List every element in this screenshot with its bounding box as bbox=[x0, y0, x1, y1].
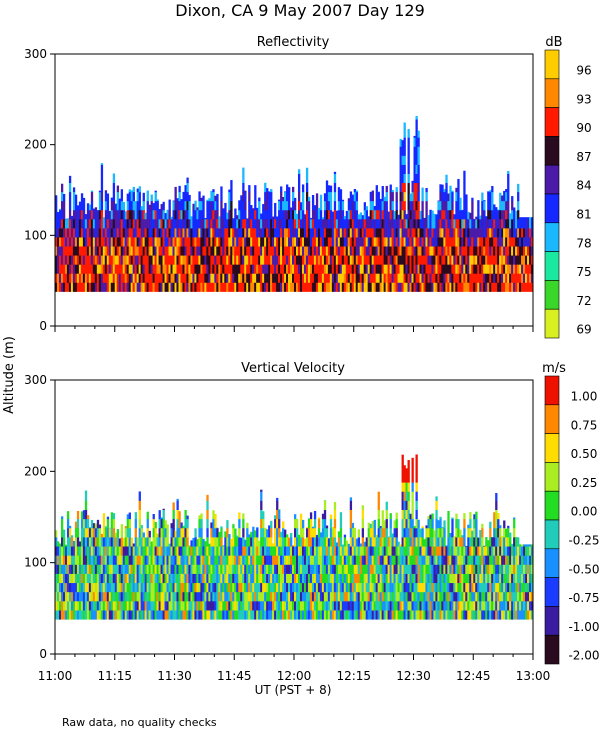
footnote: Raw data, no quality checks bbox=[62, 716, 217, 729]
x-tick-label: 13:00 bbox=[516, 669, 551, 683]
colorbar-label: 0.50 bbox=[571, 447, 598, 461]
x-tick-label: 12:45 bbox=[456, 669, 491, 683]
colorbar-label: 96 bbox=[576, 63, 591, 77]
colorbar-swatch bbox=[544, 519, 560, 550]
panel-title: Reflectivity bbox=[257, 35, 330, 50]
colorbar-label: 0.75 bbox=[571, 418, 598, 432]
x-axis-label: UT (PST + 8) bbox=[255, 683, 332, 697]
panel-vertical-velocity: Vertical Velocity 300 200 100 0 11:00 11:15 11:… bbox=[24, 361, 599, 697]
colorbar-label: -0.25 bbox=[568, 533, 599, 547]
panel-reflectivity: Reflectivity 300 200 100 0 dB 96 93 90 87 84 81 78 75… bbox=[24, 35, 592, 339]
colorbar-swatch bbox=[544, 136, 560, 166]
colorbar-label: -0.75 bbox=[568, 591, 599, 605]
colorbar-swatch bbox=[544, 548, 560, 578]
colorbar-unit: dB bbox=[545, 35, 562, 50]
colorbar-swatch bbox=[544, 107, 560, 137]
panel-title: Vertical Velocity bbox=[241, 361, 345, 376]
colorbar-swatch bbox=[544, 634, 560, 665]
colorbar-swatch bbox=[544, 490, 560, 521]
y-tick-label: 100 bbox=[24, 228, 47, 242]
x-tick-label: 12:30 bbox=[396, 669, 431, 683]
x-tick-label: 12:00 bbox=[277, 669, 312, 683]
colorbar-swatch bbox=[544, 577, 560, 607]
colorbar-swatch bbox=[544, 606, 560, 636]
colorbar-label: 1.00 bbox=[571, 389, 598, 403]
x-tick-label: 12:15 bbox=[336, 669, 371, 683]
figure-title: Dixon, CA 9 May 2007 Day 129 bbox=[175, 1, 425, 20]
colorbar-label: 93 bbox=[576, 92, 591, 106]
colorbar-swatch bbox=[544, 193, 560, 224]
colorbar-label: 84 bbox=[576, 179, 591, 193]
x-tick-label: 11:15 bbox=[97, 669, 132, 683]
colorbar-swatch bbox=[544, 49, 560, 80]
colorbar-swatch bbox=[544, 280, 560, 310]
colorbar-swatch bbox=[544, 462, 560, 492]
y-axis-label: Altitude (m) bbox=[2, 336, 17, 414]
y-tick-label: 200 bbox=[24, 464, 47, 478]
colorbar-label: 0.00 bbox=[571, 505, 598, 519]
y-tick-label: 300 bbox=[24, 47, 47, 61]
colorbar-swatch bbox=[544, 433, 560, 463]
colorbar-label: 78 bbox=[576, 236, 591, 250]
y-tick-label: 0 bbox=[39, 319, 47, 333]
heatmap-field bbox=[55, 454, 534, 620]
x-tick-label: 11:00 bbox=[38, 669, 73, 683]
colorbar-swatch bbox=[544, 404, 560, 434]
colorbar-label: 0.25 bbox=[571, 476, 598, 490]
panels: Reflectivity 300 200 100 0 dB 96 93 90 87 84 81 78 75… bbox=[24, 35, 599, 697]
colorbar-label: 81 bbox=[576, 207, 591, 221]
y-tick-label: 0 bbox=[39, 647, 47, 661]
colorbar-swatch bbox=[544, 164, 560, 195]
colorbar-swatch bbox=[544, 222, 560, 252]
colorbar-label: 75 bbox=[576, 265, 591, 279]
colorbar-swatch bbox=[544, 78, 560, 108]
y-tick-label: 100 bbox=[24, 556, 47, 570]
colorbar-label: 72 bbox=[576, 294, 591, 308]
colorbar-unit: m/s bbox=[542, 361, 566, 376]
x-tick-label: 11:30 bbox=[157, 669, 192, 683]
y-tick-label: 200 bbox=[24, 138, 47, 152]
colorbar-label: 90 bbox=[576, 121, 591, 135]
colorbar-label: -0.50 bbox=[568, 562, 599, 576]
colorbar-swatch bbox=[544, 308, 560, 339]
colorbar-swatch bbox=[544, 251, 560, 281]
colorbar-swatch bbox=[544, 375, 560, 406]
y-tick-label: 300 bbox=[24, 373, 47, 387]
x-tick-label: 11:45 bbox=[217, 669, 252, 683]
colorbar-label: -2.00 bbox=[568, 649, 599, 663]
colorbar-label: 69 bbox=[576, 323, 591, 337]
colorbar-label: -1.00 bbox=[568, 620, 599, 634]
heatmap-field bbox=[55, 116, 534, 292]
colorbar-label: 87 bbox=[576, 150, 591, 164]
